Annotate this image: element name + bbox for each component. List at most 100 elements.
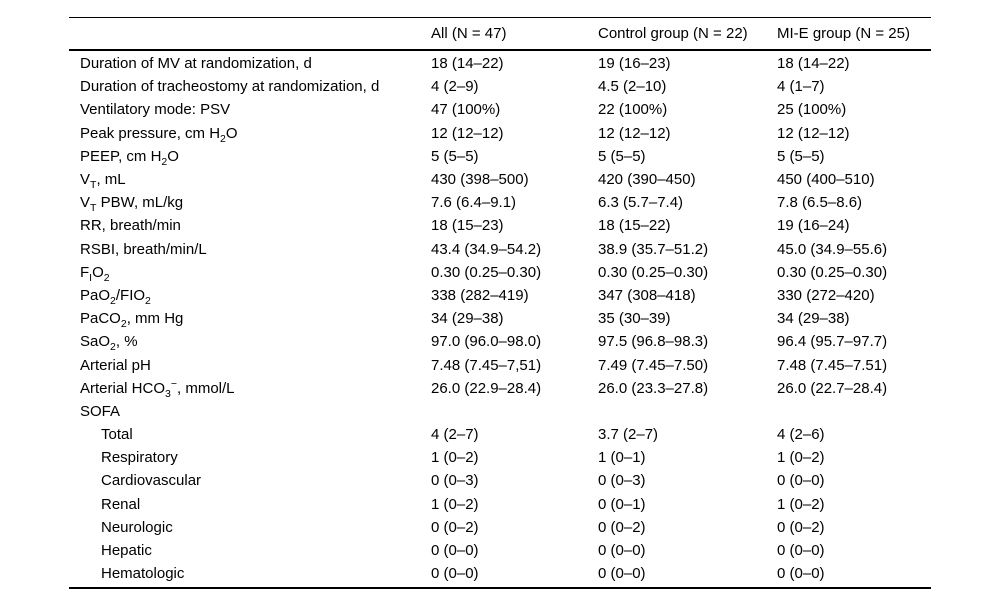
row-label: FIO2 — [80, 263, 110, 284]
cell-value: 5 (5–5) — [431, 147, 479, 165]
cell-value: 0 (0–0) — [777, 472, 825, 490]
row-label: Duration of tracheostomy at randomizatio… — [80, 78, 380, 96]
row-label: SOFA — [80, 402, 121, 420]
table-body: Duration of MV at randomization, d 18 (14… — [69, 51, 931, 590]
cell-value: 0.30 (0.25–0.30) — [777, 263, 888, 281]
row-label: Cardiovascular — [101, 472, 202, 490]
table-row: PaCO2, mm Hg 34 (29–38) 35 (30–39) 34 (29–3… — [69, 307, 931, 330]
cell-value: 18 (15–22) — [598, 217, 671, 235]
row-label: Renal — [101, 495, 141, 513]
table-row: SOFA — [69, 400, 931, 423]
cell-value: 19 (16–23) — [598, 55, 671, 73]
cell-value: 420 (390–450) — [598, 171, 696, 189]
cell-value: 19 (16–24) — [777, 217, 850, 235]
cell-value: 47 (100%) — [431, 101, 501, 119]
table-row: Hematologic 0 (0–0) 0 (0–0) 0 (0–0) — [69, 562, 931, 585]
cell-value: 97.0 (96.0–98.0) — [431, 333, 542, 351]
cell-value: 1 (0–1) — [598, 449, 646, 467]
cell-value: 0 (0–2) — [598, 518, 646, 536]
header-col-control-group: Control group (N = 22) — [598, 25, 748, 42]
table-row: PEEP, cm H2O 5 (5–5) 5 (5–5) 5 (5–5) — [69, 145, 931, 168]
cell-value: 0 (0–0) — [598, 565, 646, 583]
cell-value: 12 (12–12) — [777, 124, 850, 142]
row-label: RSBI, breath/min/L — [80, 240, 207, 258]
cell-value: 0 (0–0) — [598, 542, 646, 560]
row-label: Neurologic — [101, 518, 173, 536]
table-row: VT, mL 430 (398–500) 420 (390–450) 450 (400… — [69, 168, 931, 191]
table-row: FIO2 0.30 (0.25–0.30) 0.30 (0.25–0.30) 0.30… — [69, 261, 931, 284]
cell-value: 96.4 (95.7–97.7) — [777, 333, 888, 351]
cell-value: 7.48 (7.45–7,51) — [431, 356, 542, 374]
cell-value: 0.30 (0.25–0.30) — [431, 263, 542, 281]
cell-value: 35 (30–39) — [598, 310, 671, 328]
table-row: Ventilatory mode: PSV 47 (100%) 22 (100%) 2… — [69, 98, 931, 121]
cell-value: 26.0 (22.9–28.4) — [431, 379, 542, 397]
row-label: SaO2, % — [80, 333, 138, 354]
cell-value: 34 (29–38) — [777, 310, 850, 328]
cell-value: 0 (0–0) — [431, 565, 479, 583]
header-col-mie-group: MI-E group (N = 25) — [777, 25, 910, 42]
cell-value: 0 (0–0) — [777, 565, 825, 583]
cell-value: 12 (12–12) — [431, 124, 504, 142]
cell-value: 34 (29–38) — [431, 310, 504, 328]
cell-value: 18 (15–23) — [431, 217, 504, 235]
table-row: Duration of MV at randomization, d 18 (14… — [69, 52, 931, 75]
table-row: RR, breath/min 18 (15–23) 18 (15–22) 19 (16… — [69, 214, 931, 237]
table-row: SaO2, % 97.0 (96.0–98.0) 97.5 (96.8–98.3) 9… — [69, 330, 931, 353]
table-row: Duration of tracheostomy at randomizatio… — [69, 75, 931, 98]
table-row: PaO2/FIO2 338 (282–419) 347 (308–418) 330 (… — [69, 284, 931, 307]
table-row: Respiratory 1 (0–2) 1 (0–1) 1 (0–2) — [69, 446, 931, 469]
cell-value: 0 (0–1) — [598, 495, 646, 513]
cell-value: 26.0 (22.7–28.4) — [777, 379, 888, 397]
row-label: PaO2/FIO2 — [80, 286, 151, 307]
cell-value: 0 (0–0) — [777, 542, 825, 560]
baseline-characteristics-table: All (N = 47) Control group (N = 22) MI-E… — [69, 17, 931, 590]
row-label: Peak pressure, cm H2O — [80, 124, 238, 145]
header-col-all: All (N = 47) — [431, 25, 507, 42]
table-row: Peak pressure, cm H2O 12 (12–12) 12 (12–12… — [69, 122, 931, 145]
cell-value: 18 (14–22) — [431, 55, 504, 73]
table-row: Arterial pH 7.48 (7.45–7,51) 7.49 (7.45–7.… — [69, 353, 931, 376]
cell-value: 7.48 (7.45–7.51) — [777, 356, 888, 374]
table-row: Arterial HCO3−, mmol/L 26.0 (22.9–28.4) 26… — [69, 377, 931, 400]
cell-value: 1 (0–2) — [431, 495, 479, 513]
row-label: Duration of MV at randomization, d — [80, 55, 312, 73]
cell-value: 0 (0–2) — [431, 518, 479, 536]
row-label: VT, mL — [80, 171, 126, 192]
cell-value: 25 (100%) — [777, 101, 847, 119]
row-label: RR, breath/min — [80, 217, 181, 235]
cell-value: 7.8 (6.5–8.6) — [777, 194, 863, 212]
cell-value: 0 (0–3) — [431, 472, 479, 490]
cell-value: 430 (398–500) — [431, 171, 529, 189]
cell-value: 338 (282–419) — [431, 286, 529, 304]
cell-value: 22 (100%) — [598, 101, 668, 119]
cell-value: 45.0 (34.9–55.6) — [777, 240, 888, 258]
table-row: Renal 1 (0–2) 0 (0–1) 1 (0–2) — [69, 493, 931, 516]
cell-value: 7.49 (7.45–7.50) — [598, 356, 709, 374]
row-label: Ventilatory mode: PSV — [80, 101, 231, 119]
cell-value: 6.3 (5.7–7.4) — [598, 194, 684, 212]
row-label: Arterial pH — [80, 356, 151, 374]
cell-value: 7.6 (6.4–9.1) — [431, 194, 517, 212]
cell-value: 0 (0–0) — [431, 542, 479, 560]
row-label: Respiratory — [101, 449, 178, 467]
row-label: PaCO2, mm Hg — [80, 310, 184, 331]
row-label: Total — [101, 426, 133, 444]
table-row: Cardiovascular 0 (0–3) 0 (0–3) 0 (0–0) — [69, 469, 931, 492]
cell-value: 0 (0–3) — [598, 472, 646, 490]
cell-value: 4 (2–6) — [777, 426, 825, 444]
cell-value: 4.5 (2–10) — [598, 78, 667, 96]
row-label: Arterial HCO3−, mmol/L — [80, 377, 235, 400]
cell-value: 18 (14–22) — [777, 55, 850, 73]
table-row: RSBI, breath/min/L 43.4 (34.9–54.2) 38.9 (… — [69, 238, 931, 261]
cell-value: 38.9 (35.7–51.2) — [598, 240, 709, 258]
row-label: Hematologic — [101, 565, 185, 583]
table-row: VT PBW, mL/kg 7.6 (6.4–9.1) 6.3 (5.7–7.4) 7… — [69, 191, 931, 214]
cell-value: 5 (5–5) — [598, 147, 646, 165]
cell-value: 12 (12–12) — [598, 124, 671, 142]
cell-value: 0 (0–2) — [777, 518, 825, 536]
cell-value: 1 (0–2) — [777, 495, 825, 513]
cell-value: 43.4 (34.9–54.2) — [431, 240, 542, 258]
row-label: PEEP, cm H2O — [80, 147, 179, 168]
